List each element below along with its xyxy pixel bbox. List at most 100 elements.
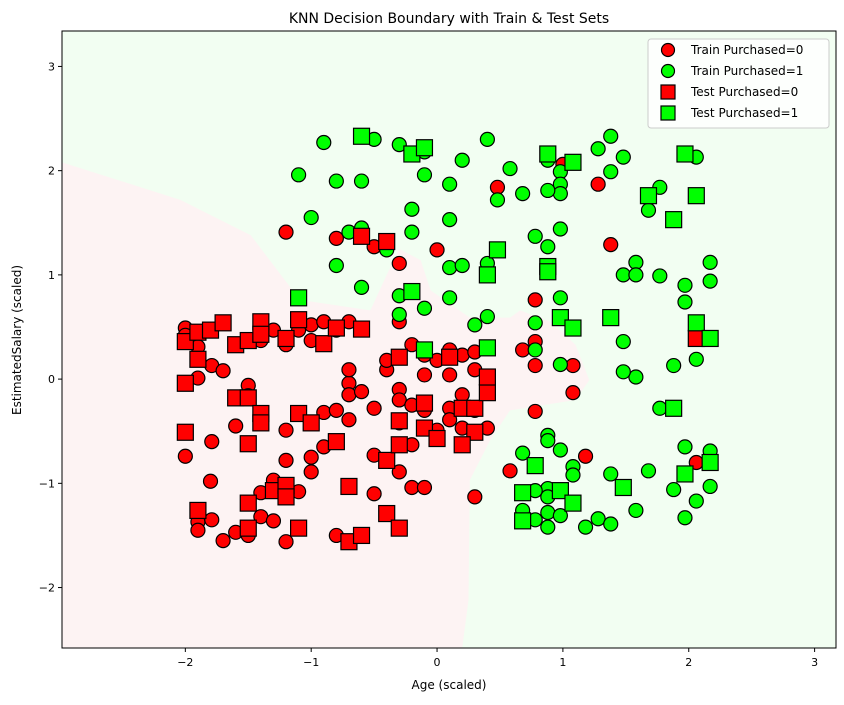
point-train-0: [603, 237, 619, 253]
point-test-1: [564, 494, 582, 512]
point-train-1: [454, 257, 470, 274]
point-train-1: [479, 308, 495, 325]
point-train-1: [640, 202, 657, 218]
point-test-1: [478, 339, 496, 357]
point-train-1: [515, 185, 531, 202]
point-test-0: [239, 519, 257, 537]
point-train-1: [628, 502, 644, 519]
point-test-0: [390, 519, 408, 537]
point-test-0: [252, 414, 270, 432]
point-test-0: [478, 368, 496, 386]
point-train-1: [416, 167, 433, 183]
point-train-1: [615, 364, 631, 380]
point-test-0: [352, 526, 371, 545]
point-test-1: [415, 139, 434, 157]
chart-title: KNN Decision Boundary with Train & Test …: [289, 11, 609, 27]
point-train-1: [442, 259, 458, 276]
point-test-0: [327, 319, 345, 337]
point-train-1: [677, 277, 693, 293]
point-train-0: [215, 533, 231, 549]
point-train-1: [303, 209, 319, 226]
point-test-0: [441, 348, 459, 366]
point-train-1: [677, 439, 693, 455]
point-test-0: [453, 436, 471, 454]
point-test-0: [176, 423, 194, 441]
y-tick-label: 0: [48, 373, 55, 386]
y-tick-label: 2: [48, 165, 55, 178]
point-train-1: [628, 369, 644, 385]
point-train-1: [702, 273, 718, 289]
point-test-0: [390, 348, 408, 366]
point-test-1: [526, 457, 544, 475]
point-train-1: [540, 519, 556, 535]
point-test-0: [390, 412, 408, 430]
point-train-0: [202, 473, 219, 489]
point-train-1: [590, 511, 606, 527]
point-train-1: [552, 290, 568, 306]
point-train-1: [603, 516, 619, 532]
x-tick-label: −1: [303, 656, 319, 669]
point-train-1: [416, 300, 433, 316]
point-train-0: [429, 242, 445, 258]
point-train-1: [552, 185, 568, 202]
point-test-1: [639, 187, 658, 205]
legend-frame: [647, 38, 830, 129]
point-train-1: [652, 400, 668, 416]
point-train-1: [540, 504, 556, 521]
point-test-0: [352, 320, 371, 338]
point-test-1: [701, 329, 719, 348]
point-train-0: [228, 418, 244, 434]
point-train-1: [404, 201, 420, 217]
point-test-1: [415, 341, 434, 359]
point-test-1: [687, 187, 705, 205]
point-test-0: [189, 350, 207, 368]
point-train-0: [177, 448, 193, 464]
point-test-1: [676, 465, 694, 483]
point-train-1: [328, 173, 344, 189]
point-train-1: [316, 134, 332, 151]
point-train-1: [688, 493, 704, 509]
point-train-1: [442, 212, 458, 228]
point-train-0: [442, 367, 458, 383]
point-train-0: [353, 384, 370, 400]
point-train-1: [353, 173, 370, 189]
point-train-0: [502, 463, 518, 479]
point-train-1: [615, 149, 631, 165]
point-train-1: [652, 268, 668, 284]
legend-marker-circle-icon: [660, 42, 676, 58]
point-train-1: [454, 152, 470, 168]
point-test-0: [352, 227, 371, 245]
point-test-1: [488, 241, 507, 259]
point-test-0: [277, 329, 295, 348]
point-train-1: [640, 463, 657, 479]
point-train-1: [590, 141, 606, 157]
point-test-1: [564, 319, 582, 337]
point-train-1: [628, 267, 644, 283]
point-train-0: [391, 464, 407, 480]
point-test-1: [676, 145, 694, 163]
point-train-1: [677, 294, 693, 310]
point-train-1: [540, 432, 556, 449]
point-test-0: [189, 501, 207, 520]
point-test-1: [514, 484, 532, 502]
point-train-1: [391, 306, 407, 323]
point-train-1: [527, 228, 543, 244]
point-train-0: [204, 512, 220, 528]
point-train-1: [565, 467, 581, 483]
point-train-1: [442, 290, 458, 306]
point-train-0: [442, 412, 458, 428]
point-train-0: [328, 230, 344, 247]
point-train-0: [416, 479, 433, 496]
point-test-0: [214, 314, 232, 332]
point-test-1: [539, 145, 557, 163]
point-train-0: [328, 402, 344, 418]
point-train-0: [565, 357, 581, 374]
point-train-1: [666, 357, 682, 374]
point-train-1: [540, 182, 556, 199]
x-axis-label: Age (scaled): [412, 678, 487, 692]
point-test-1: [478, 266, 496, 284]
point-train-0: [341, 412, 357, 428]
point-train-0: [416, 367, 433, 383]
y-axis-label: EstimatedSalary (scaled): [10, 265, 24, 415]
